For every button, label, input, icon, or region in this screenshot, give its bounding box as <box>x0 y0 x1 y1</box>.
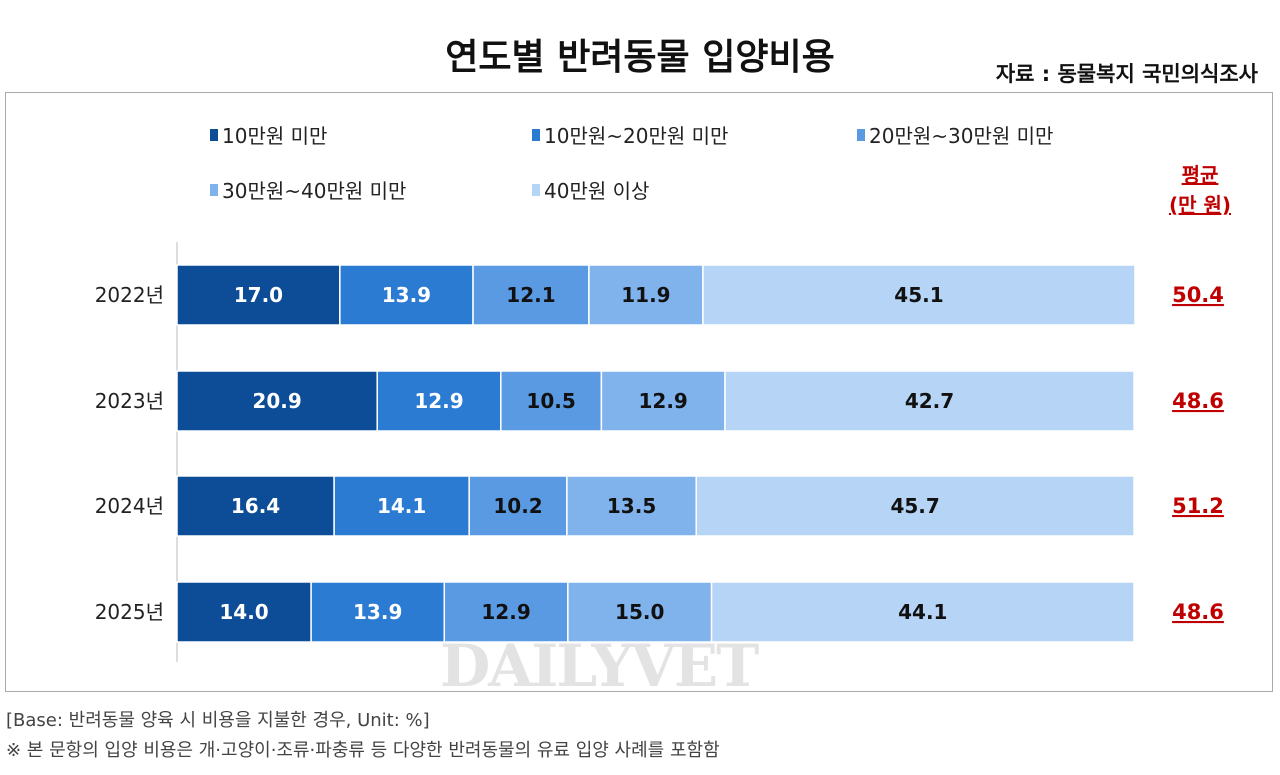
legend-swatch <box>210 128 218 141</box>
average-value: 51.2 <box>1172 494 1224 518</box>
bar-segment <box>176 475 335 537</box>
bar-segment <box>710 581 1135 643</box>
legend-label: 40만원 이상 <box>544 179 650 203</box>
data-label: 11.9 <box>621 283 670 307</box>
legend-label: 10만원~20만원 미만 <box>544 124 729 148</box>
legend-label: 30만원~40만원 미만 <box>222 179 407 203</box>
data-label: 12.1 <box>506 283 555 307</box>
data-label: 20.9 <box>252 389 301 413</box>
footnote-note: ※ 본 문항의 입양 비용은 개·고양이·조류·파충류 등 다양한 반려동물의 … <box>6 740 720 761</box>
watermark: DAILYVET <box>440 632 759 700</box>
bar-segment <box>176 581 312 643</box>
data-label: 13.5 <box>607 494 656 518</box>
data-label: 14.1 <box>377 494 426 518</box>
data-label: 12.9 <box>481 600 530 624</box>
legend-item: 30만원~40만원 미만 <box>210 175 406 204</box>
bar-segment <box>339 264 474 326</box>
bar-segment <box>376 370 502 432</box>
chart-frame <box>5 92 1273 692</box>
y-tick-label: 2024년 <box>95 494 164 518</box>
average-header-line: 평균 <box>1181 163 1219 187</box>
bar-segment <box>443 581 569 643</box>
bar-segment <box>176 370 378 432</box>
data-label: 13.9 <box>382 283 431 307</box>
data-label: 12.9 <box>414 389 463 413</box>
data-label: 17.0 <box>234 283 283 307</box>
bar-segment <box>468 475 568 537</box>
legend-item: 10만원 미만 <box>210 120 327 149</box>
data-label: 42.7 <box>905 389 954 413</box>
bar-segment <box>500 370 603 432</box>
legend-label: 20만원~30만원 미만 <box>869 124 1054 148</box>
source-label: 자료 : 동물복지 국민의식조사 <box>995 62 1258 86</box>
bar-segment <box>567 581 713 643</box>
average-value: 50.4 <box>1172 283 1224 307</box>
bar-segment <box>176 264 341 326</box>
data-label: 15.0 <box>615 600 664 624</box>
legend-item: 20만원~30만원 미만 <box>857 120 1053 149</box>
bar-segment <box>310 581 446 643</box>
bar-segment <box>333 475 470 537</box>
bar-segment <box>600 370 726 432</box>
legend-item: 40만원 이상 <box>532 175 649 204</box>
legend-item: 10만원~20만원 미만 <box>532 120 728 149</box>
data-label: 16.4 <box>231 494 280 518</box>
chart-title: 연도별 반려동물 입양비용 <box>445 37 835 78</box>
average-header-unit: (만 원) <box>1168 193 1232 217</box>
legend-label: 10만원 미만 <box>222 124 328 148</box>
y-tick-label: 2023년 <box>95 389 164 413</box>
bar-segment <box>724 370 1135 432</box>
data-label: 45.1 <box>894 283 943 307</box>
average-value: 48.6 <box>1172 600 1224 624</box>
legend-swatch <box>532 183 540 196</box>
bar-segment <box>702 264 1136 326</box>
bar-segment <box>695 475 1135 537</box>
data-label: 10.2 <box>493 494 542 518</box>
legend-swatch <box>210 183 218 196</box>
average-value: 48.6 <box>1172 389 1224 413</box>
average-header: 평균 (만 원) <box>1150 160 1250 220</box>
data-label: 12.9 <box>639 389 688 413</box>
legend-swatch <box>532 128 540 141</box>
data-label: 14.0 <box>219 600 268 624</box>
footnote-base: [Base: 반려동물 양육 시 비용을 지불한 경우, Unit: %] <box>6 710 430 731</box>
legend-swatch <box>857 128 865 141</box>
y-tick-label: 2025년 <box>95 600 164 624</box>
bar-segment <box>472 264 590 326</box>
data-label: 44.1 <box>898 600 947 624</box>
y-tick-label: 2022년 <box>95 283 164 307</box>
data-label: 10.5 <box>526 389 575 413</box>
data-label: 45.7 <box>890 494 939 518</box>
bar-segment <box>566 475 697 537</box>
data-label: 13.9 <box>353 600 402 624</box>
